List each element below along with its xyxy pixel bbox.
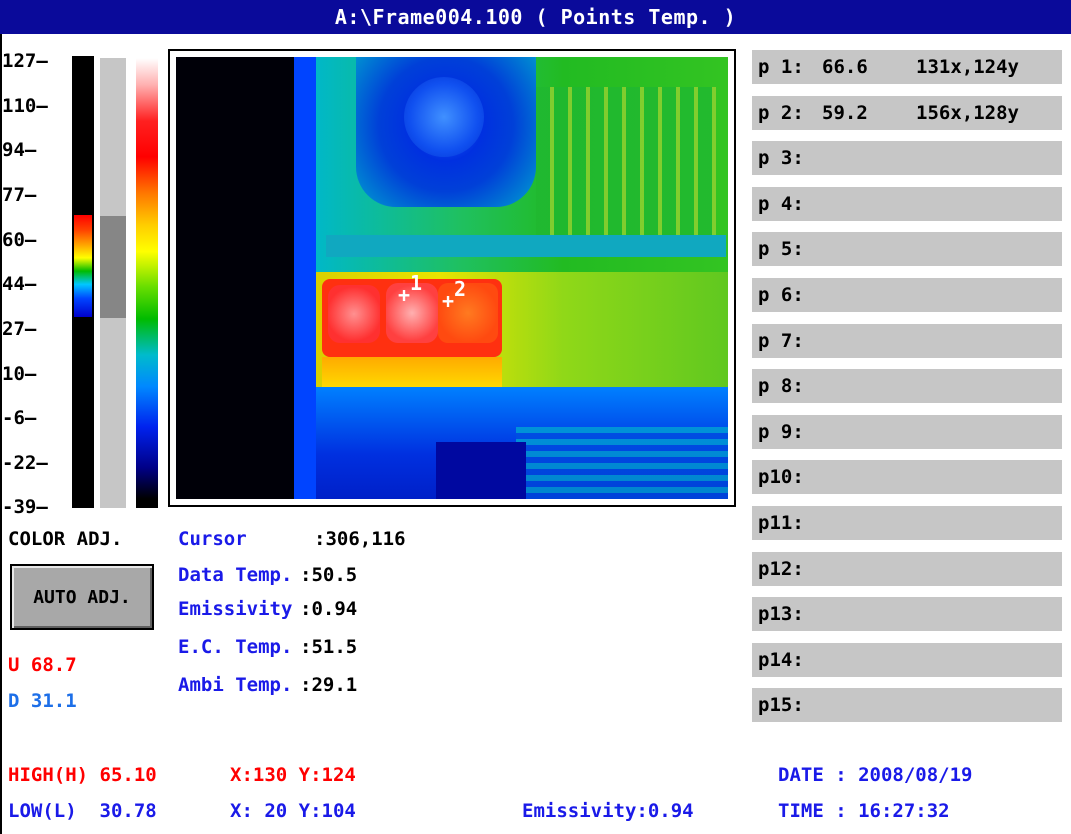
point-label: p12: (758, 557, 804, 580)
point-row-6[interactable]: p 6: (752, 278, 1062, 312)
point-row-7[interactable]: p 7: (752, 323, 1062, 358)
scale-tick-127: 127— (2, 50, 48, 72)
thermal-image-frame: +1 +2 (168, 49, 736, 507)
point-label: p15: (758, 694, 804, 717)
temperature-range-bar (72, 56, 94, 508)
scale-tick-minus-6: -6— (2, 407, 37, 429)
cursor-label: Cursor (178, 528, 247, 550)
emissivity-value: :0.94 (300, 598, 358, 620)
color-palette-bar (136, 58, 158, 508)
point-row-13[interactable]: p13: (752, 597, 1062, 632)
point-label: p 4: (758, 192, 804, 215)
auto-adj-button[interactable]: AUTO ADJ. (10, 564, 154, 630)
point-label: p14: (758, 648, 804, 671)
ec-temp-label: E.C. Temp. (178, 636, 293, 658)
upper-limit-value: U 68.7 (8, 654, 77, 676)
point-label: p 6: (758, 284, 804, 306)
point-temp: 59.2 (822, 101, 868, 124)
ambi-temp-label: Ambi Temp. (178, 674, 293, 696)
point-label: p 5: (758, 238, 804, 261)
point-row-4[interactable]: p 4: (752, 186, 1062, 221)
range-band (74, 215, 92, 317)
time-readout: TIME : 16:27:32 (778, 800, 950, 822)
window-title: A:\Frame004.100 ( Points Temp. ) (0, 0, 1071, 34)
point-label: p 1: (758, 56, 804, 78)
high-temp-label: HIGH(H) 65.10 (8, 764, 157, 786)
point-label: p11: (758, 512, 804, 534)
date-readout: DATE : 2008/08/19 (778, 764, 973, 786)
left-border (0, 34, 2, 834)
scale-tick-77: 77— (2, 184, 37, 206)
scale-tick-10: 10— (2, 363, 37, 385)
scale-tick-60: 60— (2, 229, 37, 251)
point-row-1[interactable]: p 1: 66.6 131x,124y (752, 50, 1062, 84)
low-temp-coords: X: 20 Y:104 (230, 800, 356, 822)
scale-tick-110: 110— (2, 95, 48, 117)
point-label: p 8: (758, 375, 804, 398)
point-coords: 156x,128y (916, 101, 1019, 124)
ambi-temp-value: :29.1 (300, 674, 358, 696)
high-temp-coords: X:130 Y:124 (230, 764, 356, 786)
bottom-emissivity: Emissivity:0.94 (522, 800, 694, 822)
point-row-11[interactable]: p11: (752, 506, 1062, 540)
point-row-10[interactable]: p10: (752, 460, 1062, 495)
point-label: p 2: (758, 101, 804, 124)
point-marker-1[interactable]: +1 (398, 271, 423, 307)
data-temp-value: :50.5 (300, 564, 358, 586)
point-row-9[interactable]: p 9: (752, 414, 1062, 449)
point-coords: 131x,124y (916, 56, 1019, 78)
point-row-15[interactable]: p15: (752, 688, 1062, 723)
point-marker-2[interactable]: +2 (442, 277, 467, 313)
point-label: p10: (758, 466, 804, 489)
point-label: p13: (758, 603, 804, 626)
point-label: p 9: (758, 420, 804, 443)
point-row-2[interactable]: p 2: 59.2 156x,128y (752, 95, 1062, 130)
point-row-3[interactable]: p 3: (752, 141, 1062, 176)
point-row-8[interactable]: p 8: (752, 369, 1062, 404)
cursor-value: :306,116 (314, 528, 406, 550)
point-row-5[interactable]: p 5: (752, 232, 1062, 267)
point-row-12[interactable]: p12: (752, 551, 1062, 586)
ec-temp-value: :51.5 (300, 636, 358, 658)
point-row-14[interactable]: p14: (752, 642, 1062, 677)
color-adj-label: COLOR ADJ. (8, 528, 123, 550)
scale-tick-27: 27— (2, 318, 37, 340)
range-slider-track[interactable] (100, 58, 126, 508)
point-label: p 3: (758, 147, 804, 170)
emissivity-label: Emissivity (178, 598, 293, 620)
scale-tick-minus-39: -39— (2, 496, 48, 518)
scale-tick-44: 44— (2, 273, 37, 295)
data-temp-label: Data Temp. (178, 564, 293, 586)
point-label: p 7: (758, 329, 804, 352)
point-temp: 66.6 (822, 56, 868, 78)
scale-tick-minus-22: -22— (2, 452, 48, 474)
range-slider-thumb[interactable] (100, 216, 126, 318)
low-temp-label: LOW(L) 30.78 (8, 800, 157, 822)
thermal-image[interactable]: +1 +2 (176, 57, 728, 499)
scale-tick-94: 94— (2, 139, 37, 161)
lower-limit-value: D 31.1 (8, 690, 77, 712)
